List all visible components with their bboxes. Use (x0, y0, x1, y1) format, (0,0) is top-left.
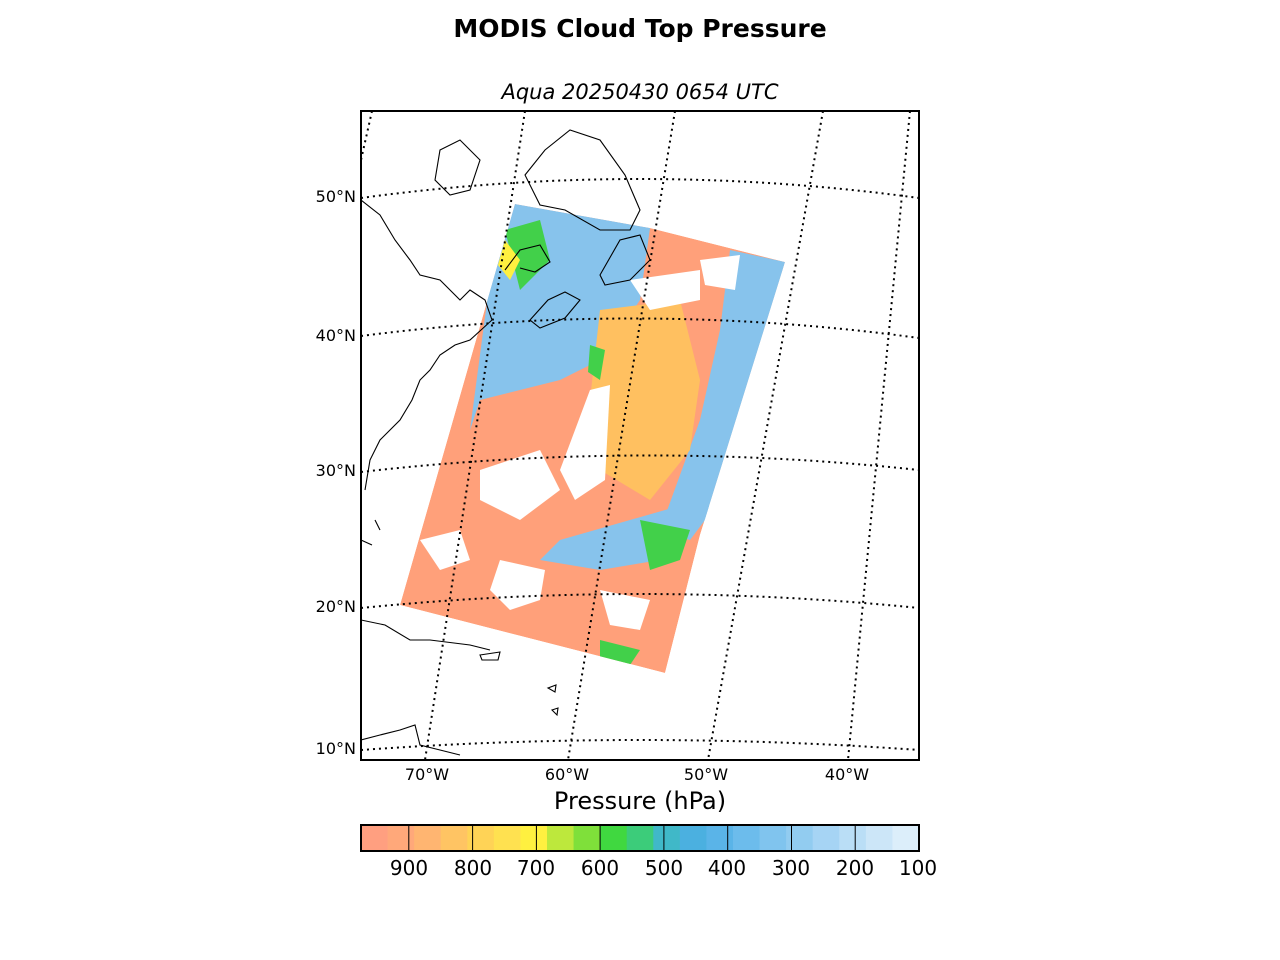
colorbar-tick-200: 200 (835, 856, 875, 880)
colorbar-segment (626, 825, 654, 851)
colorbar-segment (573, 825, 601, 851)
colorbar-segment (679, 825, 708, 851)
colorbar-segment (600, 825, 628, 851)
lat-label-30n: 30°N (315, 461, 356, 480)
colorbar-segment (892, 825, 920, 851)
map-frame (360, 110, 920, 761)
colorbar-tick-100: 100 (898, 856, 938, 880)
colorbar-segment (759, 825, 787, 851)
lat-label-10n: 10°N (315, 739, 356, 758)
colorbar-title: Pressure (hPa) (553, 787, 727, 815)
colorbar (361, 825, 920, 851)
colorbar-tick-400: 400 (707, 856, 747, 880)
colorbar-segment (733, 825, 761, 851)
colorbar-segment (653, 825, 681, 851)
map-area (361, 111, 919, 760)
colorbar-segment (547, 825, 575, 851)
main-title: MODIS Cloud Top Pressure (453, 14, 827, 43)
colorbar-segment (493, 825, 522, 851)
colorbar-tick-800: 800 (453, 856, 493, 880)
colorbar-tick-700: 700 (516, 856, 556, 880)
colorbar-tick-900: 900 (389, 856, 429, 880)
lat-label-20n: 20°N (315, 597, 356, 616)
colorbar-segment (414, 825, 442, 851)
colorbar-segment (706, 825, 734, 851)
colorbar-segment (520, 825, 548, 851)
coastlines (361, 129, 651, 756)
colorbar-tick-500: 500 (644, 856, 684, 880)
colorbar-segment (467, 825, 495, 851)
lon-label-70w: 70°W (404, 765, 450, 784)
satellite-swath (400, 204, 785, 673)
colorbar-segment (865, 825, 894, 851)
lon-label-50w: 50°W (683, 765, 729, 784)
colorbar-tick-600: 600 (580, 856, 620, 880)
colorbar-segment (440, 825, 468, 851)
colorbar-segment (387, 825, 415, 851)
colorbar-frame (360, 824, 920, 852)
graticule (361, 111, 919, 760)
colorbar-segment (812, 825, 840, 851)
lon-label-60w: 60°W (544, 765, 590, 784)
subtitle: Aqua 20250430 0654 UTC (501, 80, 779, 104)
lat-label-50n: 50°N (315, 187, 356, 206)
colorbar-tick-300: 300 (771, 856, 811, 880)
lon-label-40w: 40°W (824, 765, 870, 784)
colorbar-segment (786, 825, 814, 851)
colorbar-segment (839, 825, 867, 851)
colorbar-segment (361, 825, 389, 851)
lat-label-40n: 40°N (315, 326, 356, 345)
